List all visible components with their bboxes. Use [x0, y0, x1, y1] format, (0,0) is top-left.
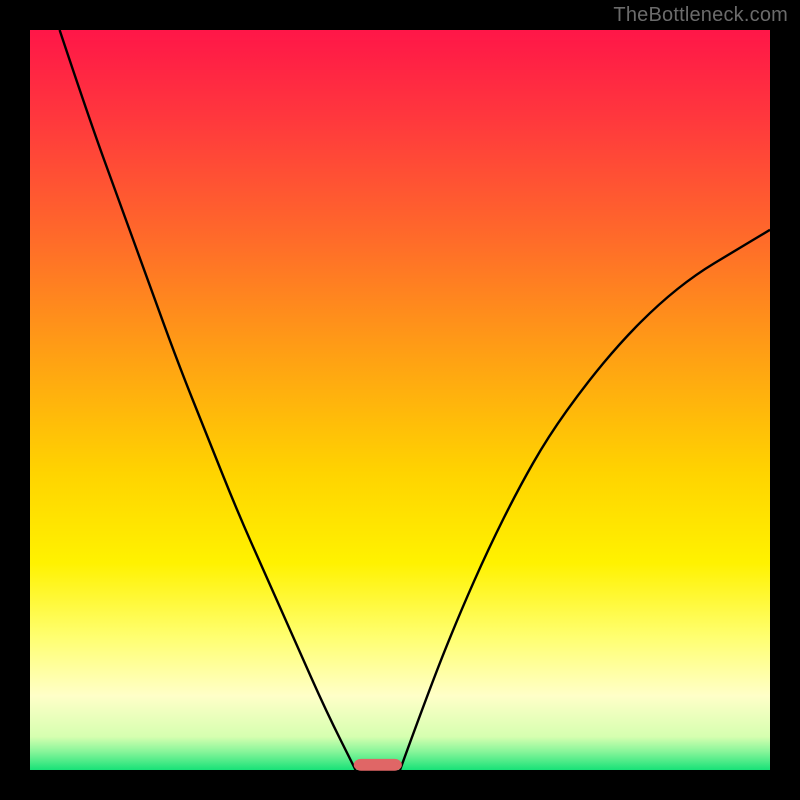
- bottleneck-curve-chart: [0, 0, 800, 800]
- minimum-marker: [354, 759, 402, 771]
- chart-container: TheBottleneck.com: [0, 0, 800, 800]
- plot-background-gradient: [30, 30, 770, 770]
- watermark-text: TheBottleneck.com: [613, 4, 788, 27]
